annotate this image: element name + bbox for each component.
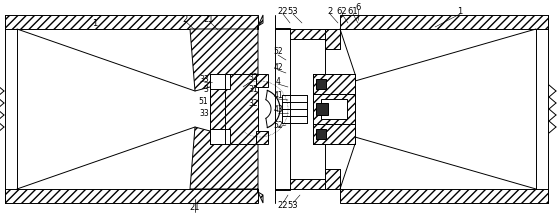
- Bar: [5, 15, 258, 29]
- Text: 33: 33: [199, 75, 209, 83]
- Bar: [325, 169, 340, 189]
- Text: 21: 21: [190, 204, 200, 212]
- Bar: [5, 189, 258, 203]
- Text: 62: 62: [336, 8, 347, 17]
- Bar: [313, 124, 355, 144]
- Polygon shape: [275, 28, 340, 49]
- Polygon shape: [275, 169, 340, 190]
- Text: 6: 6: [355, 3, 360, 11]
- Polygon shape: [190, 15, 263, 91]
- Text: 53: 53: [288, 8, 299, 17]
- Bar: [321, 99, 347, 119]
- Bar: [325, 29, 340, 49]
- Text: 22: 22: [278, 8, 288, 17]
- Text: 42: 42: [273, 63, 283, 72]
- Text: 33: 33: [199, 109, 209, 118]
- Text: 32: 32: [248, 72, 258, 81]
- Text: 2: 2: [182, 14, 187, 23]
- Bar: [210, 129, 230, 144]
- Text: 21: 21: [204, 14, 214, 23]
- Bar: [316, 79, 326, 89]
- Text: 4: 4: [276, 77, 281, 86]
- Bar: [316, 129, 326, 139]
- Text: 51: 51: [198, 97, 208, 106]
- Bar: [340, 189, 548, 203]
- Text: 1: 1: [458, 8, 463, 17]
- Bar: [316, 103, 328, 115]
- Text: 22: 22: [278, 201, 288, 209]
- Text: 43: 43: [273, 106, 283, 115]
- Text: 41: 41: [273, 92, 283, 100]
- Text: 52: 52: [273, 48, 283, 57]
- Bar: [256, 131, 268, 144]
- Bar: [340, 15, 548, 29]
- Text: 31: 31: [248, 86, 258, 95]
- Text: 32: 32: [248, 98, 258, 108]
- Polygon shape: [190, 127, 263, 203]
- Text: 61: 61: [348, 8, 358, 17]
- Text: 2: 2: [328, 8, 333, 17]
- Text: 3: 3: [204, 84, 209, 94]
- Text: 52: 52: [273, 120, 283, 129]
- Bar: [313, 94, 355, 124]
- Bar: [210, 74, 230, 89]
- Bar: [313, 74, 355, 94]
- Bar: [256, 74, 268, 87]
- Text: 53: 53: [288, 201, 299, 209]
- Bar: [210, 74, 258, 144]
- Text: 1: 1: [93, 18, 98, 28]
